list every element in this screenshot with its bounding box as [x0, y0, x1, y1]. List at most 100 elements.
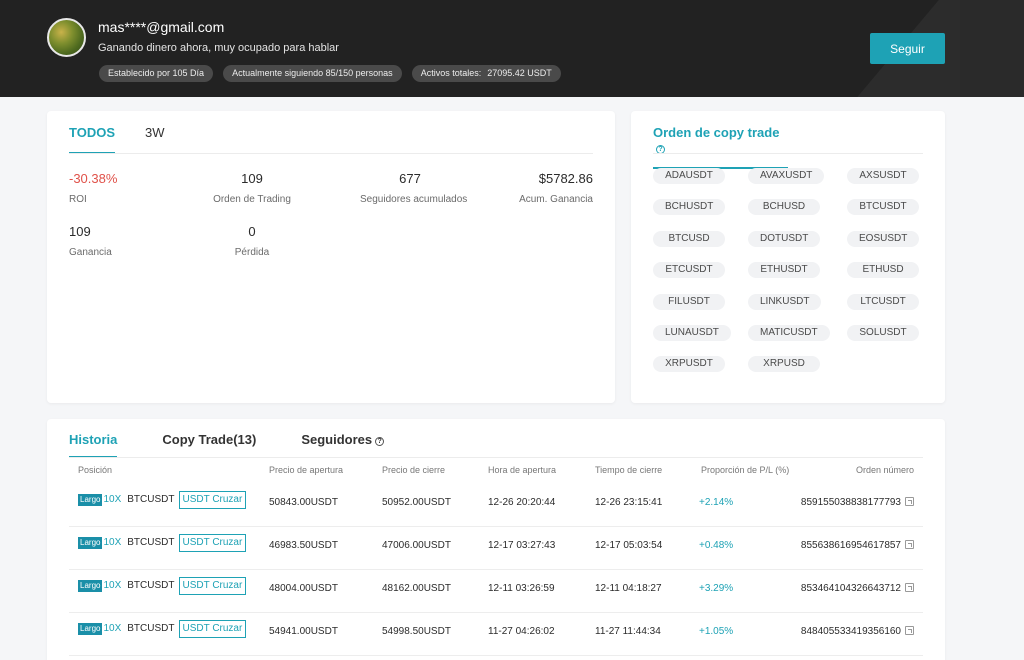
stat-label: Seguidores acumulados — [360, 194, 468, 205]
order-number: 859155038838177793 — [801, 497, 914, 508]
pair-chip[interactable]: XRPUSDT — [653, 356, 725, 373]
pairs-title-text: Orden de copy trade — [653, 125, 780, 140]
tab-followers[interactable]: Seguidores? — [301, 432, 385, 458]
pair-chip[interactable]: ETHUSDT — [748, 262, 820, 279]
pl-ratio: +0.48% — [699, 540, 734, 551]
pair-chip[interactable]: MATICUSDT — [748, 325, 830, 341]
stat-value: 677 — [399, 171, 421, 186]
tab-3w[interactable]: 3W — [145, 125, 165, 140]
pair-chip[interactable]: DOTUSDT — [748, 230, 821, 247]
pair-chip[interactable]: ADAUSDT — [653, 168, 725, 184]
copy-icon[interactable] — [905, 497, 914, 506]
open-price: 54941.00USDT — [269, 626, 338, 637]
position-cell: Largo 10X BTCUSDT USDT Cruzar — [78, 620, 247, 638]
stats-tabs: TODOS 3W — [69, 125, 195, 154]
row-divider — [69, 655, 923, 656]
divider — [69, 457, 923, 458]
row-divider — [69, 612, 923, 613]
open-price: 46983.50USDT — [269, 540, 338, 551]
profile-header: mas****@gmail.com Ganando dinero ahora, … — [0, 0, 1024, 97]
pair-chip[interactable]: LINKUSDT — [748, 293, 822, 310]
stat-label: Orden de Trading — [213, 194, 291, 205]
order-number: 855638616954617857 — [801, 540, 914, 551]
margin-mode-tag: USDT Cruzar — [178, 534, 247, 552]
column-header-pl-ratio: Proporción de P/L (%) — [701, 465, 790, 475]
side-tag: Largo — [78, 623, 103, 635]
order-number-text: 859155038838177793 — [800, 497, 901, 508]
tab-followers-label: Seguidores — [301, 432, 373, 447]
pair-chip[interactable]: BCHUSDT — [653, 199, 726, 216]
close-price: 48162.00USDT — [382, 583, 451, 594]
column-header-order-number: Orden número — [855, 465, 914, 475]
column-header-close-price: Precio de cierre — [382, 465, 446, 475]
leverage: 10X — [103, 623, 122, 634]
stat-roi: -30.38% ROI — [69, 171, 169, 205]
copy-trade-pairs-card: Orden de copy trade? ADAUSDT AVAXUSDT AXSU… — [631, 111, 945, 403]
pair-chip[interactable]: LTCUSDT — [847, 293, 919, 310]
order-number: 853464104326643712 — [801, 583, 914, 594]
pair-chip[interactable]: BCHUSD — [748, 199, 820, 216]
margin-mode-tag: USDT Cruzar — [178, 491, 247, 509]
leverage: 10X — [103, 580, 122, 591]
stat-value: 109 — [69, 224, 91, 239]
copy-icon[interactable] — [905, 626, 914, 635]
tab-todos[interactable]: TODOS — [69, 125, 115, 154]
open-time: 11-27 04:26:02 — [488, 626, 555, 637]
stat-value: 0 — [248, 224, 256, 239]
pair-chip[interactable]: ETHUSD — [847, 262, 919, 279]
divider — [69, 153, 593, 154]
close-time: 11-27 11:44:34 — [595, 626, 661, 637]
close-price: 47006.00USDT — [382, 540, 451, 551]
pair-chip[interactable]: EOSUSDT — [847, 230, 920, 247]
divider — [653, 153, 923, 154]
column-header-open-time: Hora de apertura — [488, 465, 557, 475]
stat-label: Acum. Ganancia — [519, 194, 593, 205]
close-time: 12-17 05:03:54 — [595, 540, 663, 551]
pl-ratio: +3.29% — [699, 583, 734, 594]
copy-icon[interactable] — [905, 540, 914, 549]
order-number-text: 855638616954617857 — [800, 540, 901, 551]
avatar — [47, 18, 86, 57]
stat-label: ROI — [69, 194, 87, 205]
header-decoration — [960, 0, 1024, 97]
column-header-open-price: Precio de apertura — [269, 465, 344, 475]
open-time: 12-11 03:26:59 — [488, 583, 555, 594]
pair-chip[interactable]: AVAXUSDT — [748, 168, 825, 184]
trader-email: mas****@gmail.com — [98, 19, 225, 35]
row-divider — [69, 569, 923, 570]
close-time: 12-11 04:18:27 — [595, 583, 662, 594]
stat-trading-orders: 109 Orden de Trading — [202, 171, 302, 205]
stat-label: Pérdida — [234, 247, 270, 258]
stat-value: -30.38% — [69, 171, 118, 186]
open-time: 12-17 03:27:43 — [488, 540, 556, 551]
pair-chip[interactable]: LUNAUSDT — [653, 325, 731, 341]
established-badge: Establecido por 105 Día — [99, 65, 214, 82]
pl-ratio: +1.05% — [699, 626, 734, 637]
pair-chip[interactable]: XRPUSD — [748, 356, 820, 373]
pair-chip[interactable]: BTCUSD — [653, 230, 725, 247]
symbol: BTCUSDT — [127, 494, 175, 505]
pair-chip[interactable]: FILUSDT — [653, 293, 725, 310]
position-cell: Largo 10X BTCUSDT USDT Cruzar — [78, 577, 247, 595]
tab-copy-trade[interactable]: Copy Trade(13) — [162, 432, 257, 447]
close-price: 50952.00USDT — [382, 497, 451, 508]
stat-accumulated-profit: $5782.86 Acum. Ganancia — [493, 171, 593, 205]
history-card: Historia Copy Trade(13) Seguidores? Posi… — [47, 419, 945, 660]
pair-chip[interactable]: ETCUSDT — [653, 262, 725, 279]
copy-icon[interactable] — [905, 583, 914, 592]
follow-button[interactable]: Seguir — [870, 33, 945, 64]
margin-mode-tag: USDT Cruzar — [178, 620, 247, 638]
help-icon[interactable]: ? — [375, 437, 385, 446]
stats-card: TODOS 3W -30.38% ROI 109 Orden de Tradin… — [47, 111, 615, 403]
pair-chip[interactable]: BTCUSDT — [847, 199, 919, 216]
pair-chip[interactable]: SOLUSDT — [847, 325, 919, 341]
open-time: 12-26 20:20:44 — [488, 497, 556, 508]
symbol: BTCUSDT — [127, 580, 175, 591]
stat-profit-count: 109 Ganancia — [69, 224, 169, 258]
pair-chip[interactable]: AXSUSDT — [847, 168, 919, 184]
pl-ratio: +2.14% — [699, 497, 734, 508]
position-cell: Largo 10X BTCUSDT USDT Cruzar — [78, 534, 247, 552]
position-cell: Largo 10X BTCUSDT USDT Cruzar — [78, 491, 247, 509]
tab-history[interactable]: Historia — [69, 432, 118, 458]
order-number-text: 848405533419356160 — [800, 626, 901, 637]
